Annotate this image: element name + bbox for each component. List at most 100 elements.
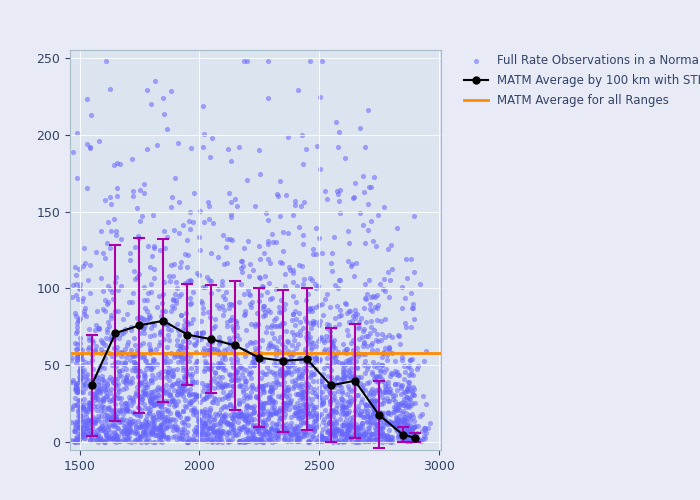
Full Rate Observations in a Normal Point [172, 387, 183, 395]
Full Rate Observations in a Normal Point [335, 394, 346, 402]
Full Rate Observations in a Normal Point [210, 428, 221, 436]
Full Rate Observations in a Normal Point [304, 399, 315, 407]
Full Rate Observations in a Normal Point [195, 416, 206, 424]
Full Rate Observations in a Normal Point [155, 420, 166, 428]
Full Rate Observations in a Normal Point [387, 419, 398, 427]
Full Rate Observations in a Normal Point [223, 438, 234, 446]
Full Rate Observations in a Normal Point [130, 366, 141, 374]
Full Rate Observations in a Normal Point [211, 378, 222, 386]
Full Rate Observations in a Normal Point [204, 153, 216, 161]
Full Rate Observations in a Normal Point [76, 431, 87, 439]
Full Rate Observations in a Normal Point [393, 370, 404, 378]
Full Rate Observations in a Normal Point [158, 278, 169, 285]
Full Rate Observations in a Normal Point [385, 436, 396, 444]
Full Rate Observations in a Normal Point [349, 179, 360, 187]
Full Rate Observations in a Normal Point [198, 422, 209, 430]
Full Rate Observations in a Normal Point [76, 350, 87, 358]
Full Rate Observations in a Normal Point [94, 385, 106, 393]
Full Rate Observations in a Normal Point [335, 432, 346, 440]
Full Rate Observations in a Normal Point [172, 320, 183, 328]
Full Rate Observations in a Normal Point [376, 430, 387, 438]
Full Rate Observations in a Normal Point [260, 426, 271, 434]
Full Rate Observations in a Normal Point [271, 344, 282, 351]
Full Rate Observations in a Normal Point [252, 424, 263, 432]
Full Rate Observations in a Normal Point [258, 370, 270, 378]
Full Rate Observations in a Normal Point [92, 416, 103, 424]
Full Rate Observations in a Normal Point [365, 317, 377, 325]
Full Rate Observations in a Normal Point [98, 424, 109, 432]
Full Rate Observations in a Normal Point [232, 418, 244, 426]
Full Rate Observations in a Normal Point [409, 384, 420, 392]
Full Rate Observations in a Normal Point [111, 227, 122, 235]
Full Rate Observations in a Normal Point [214, 418, 225, 426]
Full Rate Observations in a Normal Point [90, 419, 101, 427]
Full Rate Observations in a Normal Point [122, 406, 133, 414]
Full Rate Observations in a Normal Point [336, 374, 347, 382]
Full Rate Observations in a Normal Point [111, 438, 122, 446]
Full Rate Observations in a Normal Point [368, 436, 379, 444]
Full Rate Observations in a Normal Point [132, 372, 144, 380]
Full Rate Observations in a Normal Point [261, 363, 272, 371]
Full Rate Observations in a Normal Point [388, 392, 399, 400]
Full Rate Observations in a Normal Point [219, 380, 230, 388]
Full Rate Observations in a Normal Point [139, 372, 150, 380]
Full Rate Observations in a Normal Point [111, 414, 122, 422]
Full Rate Observations in a Normal Point [156, 410, 167, 418]
Full Rate Observations in a Normal Point [271, 409, 282, 417]
Full Rate Observations in a Normal Point [327, 438, 338, 446]
Full Rate Observations in a Normal Point [244, 362, 256, 370]
Full Rate Observations in a Normal Point [153, 342, 164, 349]
Full Rate Observations in a Normal Point [374, 408, 386, 416]
Full Rate Observations in a Normal Point [141, 144, 153, 152]
Full Rate Observations in a Normal Point [203, 384, 214, 392]
Full Rate Observations in a Normal Point [177, 407, 188, 415]
Full Rate Observations in a Normal Point [236, 410, 247, 418]
Full Rate Observations in a Normal Point [272, 425, 283, 433]
Full Rate Observations in a Normal Point [161, 125, 172, 133]
Full Rate Observations in a Normal Point [295, 396, 306, 404]
Full Rate Observations in a Normal Point [307, 308, 318, 316]
Full Rate Observations in a Normal Point [329, 392, 340, 400]
Full Rate Observations in a Normal Point [257, 282, 268, 290]
Full Rate Observations in a Normal Point [234, 406, 246, 414]
Full Rate Observations in a Normal Point [408, 432, 419, 440]
Full Rate Observations in a Normal Point [370, 372, 381, 380]
Full Rate Observations in a Normal Point [101, 392, 112, 400]
Full Rate Observations in a Normal Point [148, 330, 160, 338]
Full Rate Observations in a Normal Point [163, 434, 174, 442]
Full Rate Observations in a Normal Point [262, 407, 274, 415]
Full Rate Observations in a Normal Point [247, 404, 258, 412]
Full Rate Observations in a Normal Point [290, 408, 301, 416]
Full Rate Observations in a Normal Point [197, 379, 208, 387]
Full Rate Observations in a Normal Point [131, 273, 142, 281]
Full Rate Observations in a Normal Point [230, 319, 241, 327]
Full Rate Observations in a Normal Point [226, 376, 237, 384]
Full Rate Observations in a Normal Point [132, 366, 144, 374]
Full Rate Observations in a Normal Point [234, 427, 245, 435]
Full Rate Observations in a Normal Point [116, 372, 127, 380]
Full Rate Observations in a Normal Point [110, 413, 121, 421]
Full Rate Observations in a Normal Point [144, 313, 155, 321]
Full Rate Observations in a Normal Point [402, 388, 414, 396]
Full Rate Observations in a Normal Point [312, 436, 323, 444]
Full Rate Observations in a Normal Point [88, 430, 99, 438]
Full Rate Observations in a Normal Point [145, 398, 156, 406]
Full Rate Observations in a Normal Point [371, 420, 382, 428]
Full Rate Observations in a Normal Point [328, 344, 339, 351]
Full Rate Observations in a Normal Point [75, 412, 86, 420]
Full Rate Observations in a Normal Point [271, 420, 282, 428]
Full Rate Observations in a Normal Point [312, 432, 323, 440]
Full Rate Observations in a Normal Point [153, 430, 164, 438]
Full Rate Observations in a Normal Point [174, 292, 185, 300]
Full Rate Observations in a Normal Point [138, 368, 149, 376]
Full Rate Observations in a Normal Point [247, 422, 258, 430]
Full Rate Observations in a Normal Point [343, 420, 354, 428]
Full Rate Observations in a Normal Point [134, 367, 146, 375]
Full Rate Observations in a Normal Point [275, 414, 286, 422]
Full Rate Observations in a Normal Point [175, 290, 186, 298]
Full Rate Observations in a Normal Point [76, 297, 88, 305]
Full Rate Observations in a Normal Point [169, 400, 181, 408]
Full Rate Observations in a Normal Point [92, 430, 104, 438]
Full Rate Observations in a Normal Point [165, 382, 176, 390]
Full Rate Observations in a Normal Point [199, 356, 211, 364]
